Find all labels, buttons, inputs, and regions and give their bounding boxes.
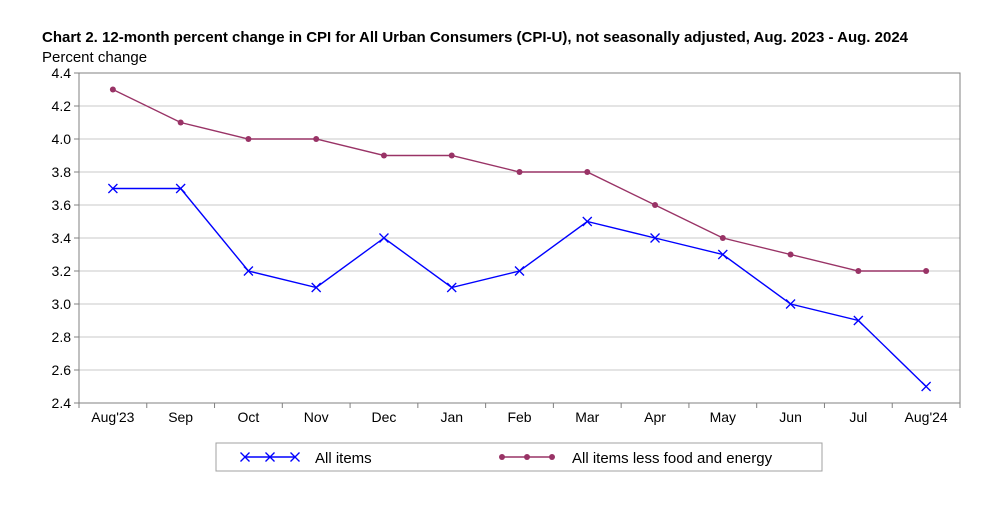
gridlines (79, 105, 960, 371)
data-point-all-items-less-food-and-energy (855, 268, 862, 274)
data-point-all-items-less-food-and-energy (177, 119, 184, 126)
data-point-all-items (853, 315, 864, 326)
data-point-all-items (650, 233, 660, 243)
data-point-all-items (311, 282, 322, 293)
data-point-all-items-less-food-and-energy (516, 169, 523, 175)
y-tick-label: 2.6 (52, 362, 72, 378)
data-point-all-items (446, 282, 457, 293)
data-point-all-items (107, 183, 118, 194)
x-tick-label: Oct (238, 409, 260, 425)
series-line-all-items (112, 187, 927, 388)
data-point-all-items (785, 299, 796, 309)
y-tick-label: 3.8 (52, 164, 72, 180)
series-line-all-items-less-food-and-energy (112, 88, 927, 272)
data-point-all-items (717, 249, 728, 260)
x-tick-label: Nov (304, 409, 329, 425)
y-tick-label: 3.4 (52, 230, 72, 246)
legend-swatch-marker-all-items (265, 452, 275, 462)
x-tick-label: Feb (507, 409, 531, 425)
legend-swatch-marker-all-items-less-food-and-energy (499, 454, 505, 460)
legend-swatch-marker-all-items-less-food-and-energy (549, 454, 555, 460)
y-tick-label: 2.4 (52, 395, 72, 411)
data-point-all-items-less-food-and-energy (448, 152, 455, 159)
x-tick-label: Jan (440, 409, 463, 425)
data-point-all-items-less-food-and-energy (313, 136, 320, 142)
data-point-all-items-less-food-and-energy (584, 169, 591, 175)
y-tick-label: 2.8 (52, 329, 72, 345)
x-tick-label: Dec (372, 409, 397, 425)
data-point-all-items-less-food-and-energy (652, 202, 659, 208)
y-axis-ticks: 2.4 2.6 2.8 3.0 3.2 3.4 3.6 3.8 4.0 4.2 4.4 (52, 65, 79, 411)
y-tick-label: 4.2 (52, 98, 72, 114)
data-point-all-items-less-food-and-energy (380, 152, 387, 159)
legend-label-all-items-less-food-and-energy: All items less food and energy (572, 450, 773, 467)
x-tick-label: Apr (644, 409, 666, 425)
data-point-all-items (514, 266, 525, 276)
data-point-all-items (379, 233, 389, 243)
data-point-all-items-less-food-and-energy (787, 251, 794, 258)
data-point-all-items (921, 381, 932, 392)
legend: All items All items less food and energy (215, 442, 823, 472)
data-point-all-items (243, 266, 254, 276)
legend-swatch-marker-all-items (290, 452, 300, 462)
legend-label-all-items: All items (315, 450, 372, 467)
data-point-all-items-less-food-and-energy (923, 268, 930, 274)
data-point-all-items-less-food-and-energy (109, 86, 116, 93)
data-point-all-items (175, 183, 186, 194)
legend-swatch-marker-all-items (240, 452, 250, 462)
x-tick-label: Aug'24 (905, 409, 948, 425)
series-group (107, 86, 932, 392)
legend-swatch-marker-all-items-less-food-and-energy (524, 454, 530, 460)
y-tick-label: 3.2 (52, 263, 72, 279)
y-tick-label: 4.0 (52, 131, 72, 147)
chart-title: Chart 2. 12-month percent change in CPI … (42, 29, 909, 46)
x-tick-label: Jul (849, 409, 867, 425)
x-tick-label: Mar (575, 409, 599, 425)
x-axis-ticks: Aug'23 Sep Oct Nov Dec Jan Feb Mar Apr May Jun Jul A… (78, 403, 961, 425)
x-tick-label: Sep (168, 409, 193, 425)
data-point-all-items (582, 216, 593, 227)
y-tick-label: 3.0 (52, 296, 72, 312)
y-axis-label: Percent change (42, 49, 147, 66)
data-point-all-items-less-food-and-energy (245, 136, 252, 142)
x-tick-label: May (710, 409, 736, 425)
x-tick-label: Aug'23 (91, 409, 134, 425)
x-tick-label: Jun (779, 409, 802, 425)
y-tick-label: 3.6 (52, 197, 72, 213)
y-tick-label: 4.4 (52, 65, 72, 81)
data-point-all-items-less-food-and-energy (719, 235, 726, 241)
